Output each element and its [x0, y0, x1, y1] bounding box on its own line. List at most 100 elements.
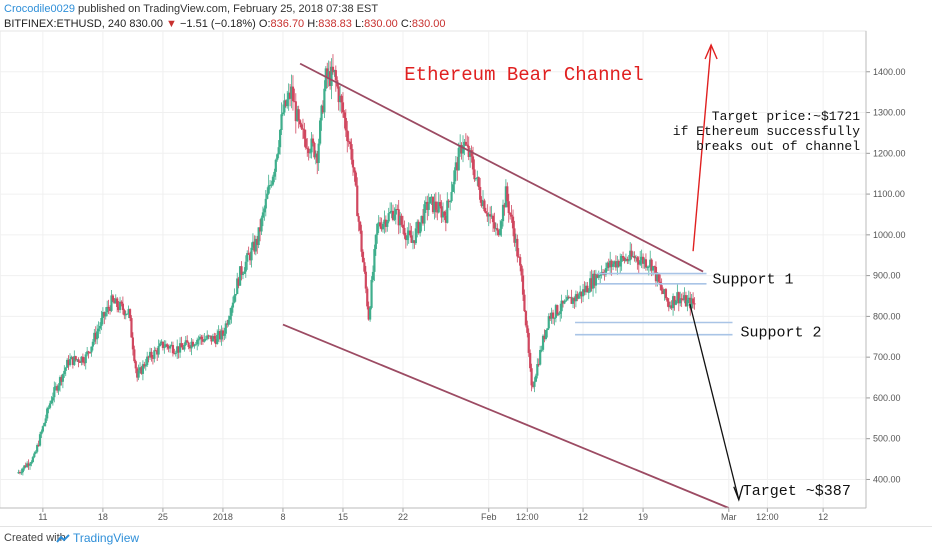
price-change: −1.51 (−0.18%): [180, 18, 256, 30]
candle-body: [54, 386, 57, 388]
chart-grid: [0, 30, 867, 509]
candle-body: [196, 339, 199, 345]
candle-body: [63, 370, 66, 375]
candle-body: [41, 426, 44, 432]
candle-body: [198, 336, 202, 340]
candle-body: [194, 344, 197, 346]
candle-body: [519, 257, 522, 266]
candle-body: [314, 153, 317, 158]
candle-body: [407, 230, 410, 236]
candle-series: [17, 54, 696, 476]
candle-body: [396, 209, 399, 211]
candle-body: [380, 226, 383, 230]
candle-body: [414, 228, 417, 244]
candle-body: [100, 317, 103, 326]
candle-body: [140, 367, 143, 374]
created-with-text: Created with: [4, 532, 66, 544]
candle-body: [613, 261, 616, 265]
candle-body: [38, 434, 42, 446]
price-chart[interactable]: Support 1 Support 2 Target price:~$1721if …: [0, 0, 932, 526]
candle-body: [423, 204, 426, 224]
high-value: 838.83: [318, 18, 352, 30]
candle-body: [261, 212, 265, 218]
candle-body: [559, 311, 562, 314]
candle-body: [464, 141, 467, 145]
candle-body: [373, 249, 376, 272]
candle-body: [28, 463, 32, 466]
candle-body: [617, 261, 620, 267]
y-tick-label: 1100.00: [873, 189, 905, 199]
candle-body: [690, 298, 693, 309]
candle-body: [197, 339, 200, 341]
chart-title: Ethereum Bear Channel: [404, 64, 643, 86]
candle-body: [73, 356, 76, 365]
candle-body: [614, 261, 618, 268]
candle-body: [321, 105, 325, 113]
candle-body: [494, 228, 497, 230]
candle-body: [449, 201, 452, 203]
candle-body: [263, 208, 266, 213]
candle-body: [51, 397, 54, 401]
candle-body: [647, 266, 650, 268]
candle-body: [470, 150, 473, 157]
candle-body: [401, 224, 405, 228]
candle-body: [457, 148, 460, 171]
x-tick-label: 15: [338, 512, 348, 522]
candle-body: [256, 238, 259, 245]
candle-body: [216, 334, 219, 345]
candle-body: [381, 223, 385, 230]
candle-body: [481, 200, 485, 207]
candle-body: [203, 339, 206, 342]
candle-body: [290, 86, 293, 99]
candle-body: [480, 199, 483, 207]
candle-body: [607, 262, 610, 268]
tradingview-brand[interactable]: TradingView: [56, 531, 139, 545]
candle-body: [641, 256, 645, 264]
candle-body: [679, 298, 682, 304]
candle-body: [267, 185, 270, 194]
candle-body: [187, 342, 190, 347]
candle-body: [671, 296, 675, 309]
candle-body: [300, 124, 303, 129]
candle-body: [590, 278, 593, 289]
high-label: H:: [307, 18, 319, 30]
candle-body: [631, 256, 635, 258]
candle-body: [177, 346, 180, 353]
candle-body: [589, 278, 592, 292]
candle-body: [218, 331, 222, 340]
candle-body: [97, 328, 100, 332]
candle-body: [87, 351, 90, 353]
y-tick-label: 1300.00: [873, 108, 906, 118]
drawing-overlay: Support 1 Support 2 Target price:~$1721if …: [282, 43, 860, 509]
candle-body: [420, 215, 423, 223]
candle-body: [163, 347, 166, 349]
candle-body: [644, 259, 648, 268]
author-link[interactable]: Crocodile0029: [4, 3, 75, 15]
candle-body: [541, 335, 545, 350]
candle-body: [513, 228, 516, 243]
candle-body: [340, 95, 343, 103]
candle-body: [417, 221, 420, 234]
candle-body: [506, 186, 509, 202]
candle-body: [451, 184, 455, 192]
target-up-arrow: [692, 44, 712, 252]
candle-body: [450, 191, 453, 202]
candle-body: [30, 462, 33, 464]
candle-body: [634, 257, 638, 259]
candle-body: [161, 341, 165, 348]
candle-body: [101, 312, 104, 318]
candle-body: [24, 465, 27, 468]
channel-upper-line: [299, 62, 704, 273]
candle-body: [636, 257, 639, 262]
candle-body: [157, 346, 160, 355]
candle-body: [103, 312, 106, 317]
candle-body: [411, 240, 415, 243]
candle-body: [173, 353, 176, 355]
candle-body: [674, 300, 678, 305]
candle-body: [691, 298, 695, 304]
candle-body: [121, 303, 124, 311]
candle-body: [114, 298, 117, 304]
candle-body: [546, 328, 549, 331]
candle-body: [254, 238, 257, 252]
candle-body: [393, 214, 396, 220]
